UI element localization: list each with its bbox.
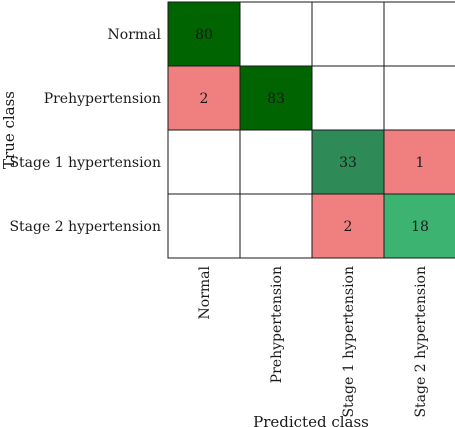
cell-r1-c4 [383,1,455,67]
cell-r4-c3 [311,193,385,259]
y-axis-label: True class [0,91,18,169]
x-axis-label: Predicted class [253,413,369,427]
cell-value-r4-c3: 2 [344,219,353,235]
cell-r1-c3 [311,1,385,67]
cell-r2-c1 [167,65,241,131]
cell-r3-c3 [311,129,385,195]
cell-r2-c3 [311,65,385,131]
row-label-stage-1-hypertension: Stage 1 hypertension [9,155,161,171]
column-labels: Normal Prehypertension Stage 1 hypertensio… [197,265,429,417]
row-label-normal: Normal [108,27,162,43]
cell-r1-c2 [239,1,313,67]
cell-r4-c4 [383,193,455,259]
cell-r1-c1 [167,1,241,67]
cell-r3-c2 [239,129,313,195]
cell-value-r3-c3: 33 [339,155,357,171]
cell-r2-c2 [239,65,313,131]
cell-r2-c4 [383,65,455,131]
cell-value-r4-c4: 18 [411,219,429,235]
cell-r4-c1 [167,193,241,259]
matrix-cells: 80 2 83 33 1 2 18 [167,1,455,259]
column-label-stage-2-hypertension: Stage 2 hypertension [413,266,429,418]
column-label-normal: Normal [197,265,213,319]
row-label-stage-2-hypertension: Stage 2 hypertension [9,219,161,235]
cell-r3-c1 [167,129,241,195]
row-label-prehypertension: Prehypertension [44,91,161,107]
cell-value-r3-c4: 1 [416,155,425,171]
cell-value-r2-c1: 2 [200,91,209,107]
cell-value-r1-c1: 80 [195,27,213,43]
row-labels: Normal Prehypertension Stage 1 hypertensio… [9,27,161,235]
cell-value-r2-c2: 83 [267,91,285,107]
column-label-stage-1-hypertension: Stage 1 hypertension [341,266,357,418]
cell-r3-c4 [383,129,455,195]
cell-r4-c2 [239,193,313,259]
column-label-prehypertension: Prehypertension [269,266,285,383]
